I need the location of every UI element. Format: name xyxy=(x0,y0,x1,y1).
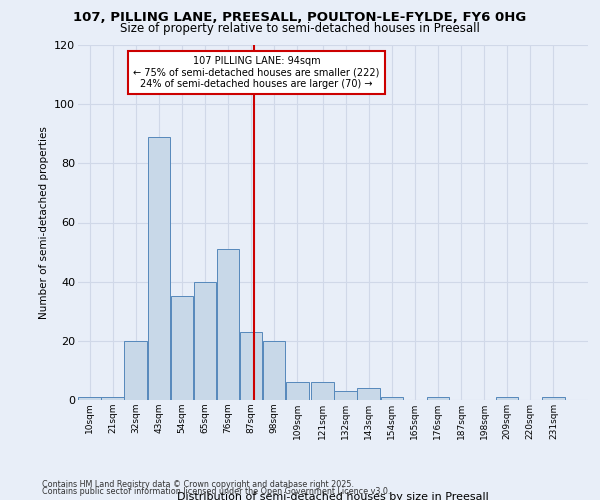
Bar xyxy=(194,282,216,400)
Text: 107, PILLING LANE, PREESALL, POULTON-LE-FYLDE, FY6 0HG: 107, PILLING LANE, PREESALL, POULTON-LE-… xyxy=(73,11,527,24)
Y-axis label: Number of semi-detached properties: Number of semi-detached properties xyxy=(38,126,49,319)
Bar xyxy=(263,341,286,400)
Bar xyxy=(496,397,518,400)
Bar xyxy=(217,249,239,400)
Bar xyxy=(311,382,334,400)
Bar xyxy=(240,332,262,400)
Text: Contains HM Land Registry data © Crown copyright and database right 2025.: Contains HM Land Registry data © Crown c… xyxy=(42,480,354,489)
Bar xyxy=(148,136,170,400)
Text: Contains public sector information licensed under the Open Government Licence v3: Contains public sector information licen… xyxy=(42,487,391,496)
Bar xyxy=(427,397,449,400)
Bar xyxy=(286,382,308,400)
Bar xyxy=(334,391,357,400)
Bar xyxy=(124,341,147,400)
Bar xyxy=(170,296,193,400)
Bar xyxy=(101,397,124,400)
Bar xyxy=(542,397,565,400)
Text: Size of property relative to semi-detached houses in Preesall: Size of property relative to semi-detach… xyxy=(120,22,480,35)
Bar xyxy=(358,388,380,400)
Bar xyxy=(79,397,101,400)
X-axis label: Distribution of semi-detached houses by size in Preesall: Distribution of semi-detached houses by … xyxy=(177,492,489,500)
Bar xyxy=(380,397,403,400)
Text: 107 PILLING LANE: 94sqm
← 75% of semi-detached houses are smaller (222)
24% of s: 107 PILLING LANE: 94sqm ← 75% of semi-de… xyxy=(133,56,380,89)
